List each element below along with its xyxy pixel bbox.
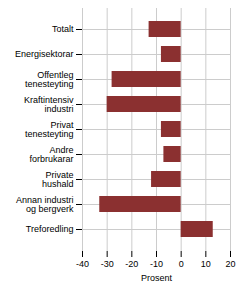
svg-text:20: 20 — [225, 259, 235, 269]
svg-text:Annan industriog bergverk: Annan industriog bergverk — [16, 195, 74, 214]
svg-text:Energisektorar: Energisektorar — [15, 49, 74, 59]
svg-text:-20: -20 — [125, 259, 138, 269]
svg-text:Privattenesteyting: Privattenesteyting — [25, 120, 74, 139]
svg-text:Kraftintensivindustri: Kraftintensivindustri — [24, 95, 74, 114]
svg-text:Andreforbrukarar: Andreforbrukarar — [29, 145, 73, 164]
svg-text:10: 10 — [201, 259, 211, 269]
svg-text:-40: -40 — [76, 259, 89, 269]
svg-text:0: 0 — [179, 259, 184, 269]
svg-text:Totalt: Totalt — [52, 24, 74, 34]
svg-text:Treforedling: Treforedling — [26, 224, 74, 234]
svg-text:Privatehushald: Privatehushald — [42, 170, 74, 189]
svg-text:Prosent: Prosent — [141, 273, 173, 283]
svg-text:-10: -10 — [150, 259, 163, 269]
svg-text:Offentlegtenesteyting: Offentlegtenesteyting — [25, 70, 74, 89]
svg-text:-30: -30 — [101, 259, 114, 269]
